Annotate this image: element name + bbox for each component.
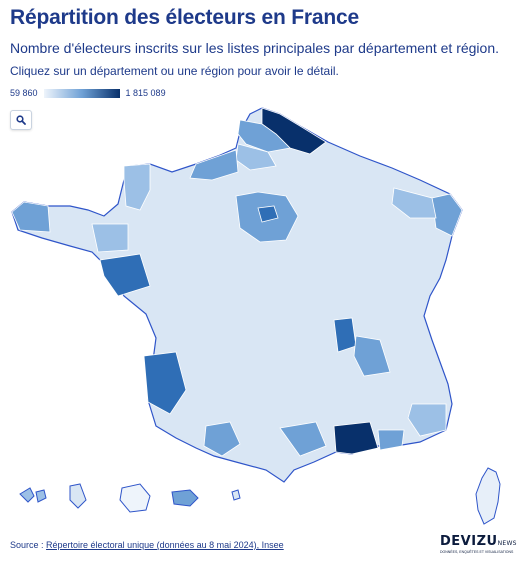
department-bas-rhin[interactable]	[431, 193, 463, 237]
department-loire-atlantique[interactable]	[99, 253, 151, 297]
legend-gradient-bar	[43, 88, 120, 98]
department-manche[interactable]	[123, 163, 151, 211]
department-pas-de-calais[interactable]	[237, 119, 291, 153]
departments	[11, 107, 463, 457]
department-herault[interactable]	[279, 421, 327, 457]
department-seine-maritime[interactable]	[189, 149, 239, 181]
legend-max-label: 1 815 089	[125, 88, 166, 98]
department-finistere[interactable]	[11, 201, 51, 233]
source-prefix: Source :	[10, 540, 47, 550]
france-map[interactable]	[0, 100, 520, 530]
overseas-guyane[interactable]	[119, 483, 151, 513]
department-bouches-du-rhone[interactable]	[333, 421, 379, 455]
brand-tagline: DONNÉES, ENQUÊTES ET VISUALISATIONS	[440, 550, 514, 554]
corsica[interactable]	[475, 467, 501, 525]
department-gironde[interactable]	[143, 351, 187, 415]
instruction-text: Cliquez sur un département ou une région…	[10, 64, 339, 78]
department-paris[interactable]	[257, 205, 279, 223]
overseas-martinique[interactable]	[69, 483, 87, 509]
legend-min-label: 59 860	[10, 88, 38, 98]
department-alpes-maritimes[interactable]	[407, 403, 447, 437]
source-link[interactable]: Répertoire électoral unique (données au …	[46, 540, 284, 550]
department-rhone[interactable]	[333, 317, 357, 353]
overseas-guadeloupe[interactable]	[19, 487, 47, 503]
department-var[interactable]	[377, 429, 405, 451]
brand-logo: DEVIZUNEWS	[440, 534, 517, 549]
source-note: Source : Répertoire électoral unique (do…	[10, 540, 284, 550]
overseas-mayotte[interactable]	[231, 489, 241, 501]
department-haute-garonne[interactable]	[203, 421, 241, 457]
search-button[interactable]	[10, 110, 32, 130]
brand-suffix: NEWS	[497, 540, 517, 547]
search-icon	[16, 115, 26, 125]
department-moselle[interactable]	[391, 187, 437, 219]
department-ille-et-vilaine[interactable]	[91, 223, 129, 253]
page-title: Répartition des électeurs en France	[10, 6, 359, 29]
department-isere[interactable]	[353, 335, 391, 377]
overseas-reunion[interactable]	[171, 489, 199, 507]
page-subtitle: Nombre d'électeurs inscrits sur les list…	[10, 40, 500, 56]
mainland-france[interactable]	[11, 107, 463, 483]
color-legend: 59 860 1 815 089	[10, 87, 166, 99]
brand-name: DEVIZU	[440, 534, 498, 549]
